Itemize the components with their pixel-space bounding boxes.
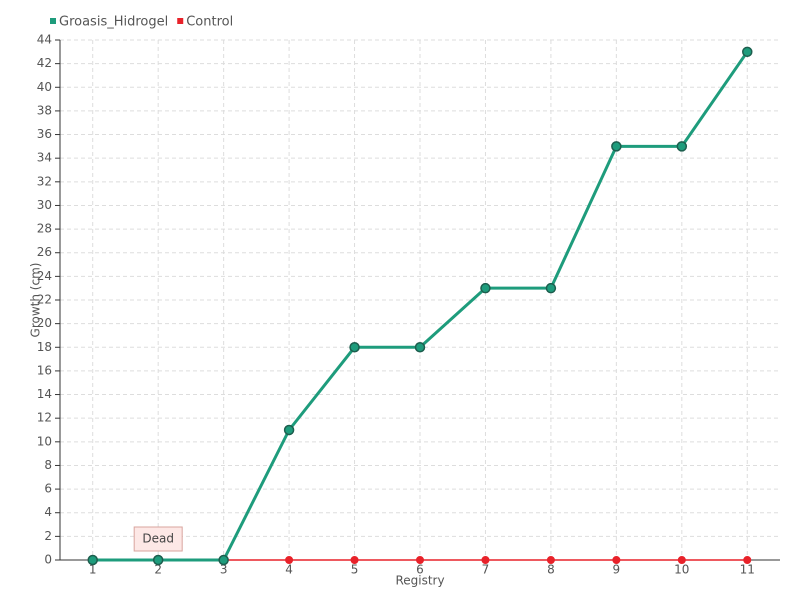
data-point <box>545 282 557 294</box>
x-tick-label: 6 <box>416 563 424 577</box>
y-tick-label: 20 <box>37 316 52 330</box>
legend-label: Control <box>186 15 233 30</box>
data-point <box>283 424 295 436</box>
x-tick-label: 8 <box>547 563 555 577</box>
x-tick-label: 11 <box>740 563 755 577</box>
y-tick-label: 4 <box>44 505 52 519</box>
data-point <box>285 556 294 564</box>
data-point <box>546 556 555 564</box>
annotation: Dead <box>133 526 183 552</box>
y-tick-label: 8 <box>44 458 52 472</box>
y-tick-label: 40 <box>37 80 52 94</box>
y-tick-label: 22 <box>37 293 52 307</box>
y-tick-label: 10 <box>37 434 52 448</box>
y-tick-label: 12 <box>37 411 52 425</box>
y-tick-label: 36 <box>37 127 52 141</box>
data-point <box>677 556 686 564</box>
x-tick-label: 2 <box>154 563 162 577</box>
y-tick-label: 42 <box>37 56 52 70</box>
y-tick-label: 14 <box>37 387 52 401</box>
y-tick-label: 6 <box>44 482 52 496</box>
x-tick-label: 4 <box>285 563 293 577</box>
legend-swatch <box>177 18 184 24</box>
y-tick-label: 2 <box>44 529 52 543</box>
y-tick-label: 24 <box>37 269 52 283</box>
y-tick-label: 26 <box>37 245 52 259</box>
y-tick-label: 18 <box>37 340 52 354</box>
data-point <box>152 554 164 566</box>
x-tick-label: 9 <box>613 563 621 577</box>
x-tick-label: 3 <box>220 563 228 577</box>
data-point <box>743 556 752 564</box>
x-tick-label: 7 <box>482 563 490 577</box>
x-tick-label: 5 <box>351 563 359 577</box>
annotation-text: Dead <box>142 532 174 546</box>
legend-swatch <box>50 18 56 24</box>
y-tick-label: 34 <box>37 151 52 165</box>
x-tick-label: 1 <box>89 563 97 577</box>
data-point <box>481 556 490 564</box>
data-point <box>414 342 426 353</box>
data-point <box>742 46 753 58</box>
data-point <box>350 556 359 564</box>
y-tick-label: 28 <box>37 222 52 236</box>
y-tick-label: 38 <box>37 103 52 117</box>
data-point <box>676 141 688 152</box>
y-tick-label: 30 <box>37 198 52 212</box>
data-point <box>611 141 622 152</box>
data-point <box>480 282 491 294</box>
data-point <box>218 554 229 566</box>
data-point <box>612 556 621 564</box>
y-tick-label: 0 <box>44 553 52 567</box>
legend-label: Groasis_Hidrogel <box>59 15 168 30</box>
data-point <box>87 554 98 566</box>
x-tick-label: 10 <box>674 563 689 577</box>
y-tick-label: 16 <box>37 363 52 377</box>
y-tick-label: 32 <box>37 174 52 188</box>
data-point <box>416 556 424 564</box>
annotation-box <box>133 526 183 552</box>
x-axis-label: Registry <box>395 574 444 588</box>
y-axis-label: Growth (cm) <box>29 263 43 338</box>
data-point <box>349 342 360 353</box>
y-tick-label: 44 <box>37 33 52 47</box>
